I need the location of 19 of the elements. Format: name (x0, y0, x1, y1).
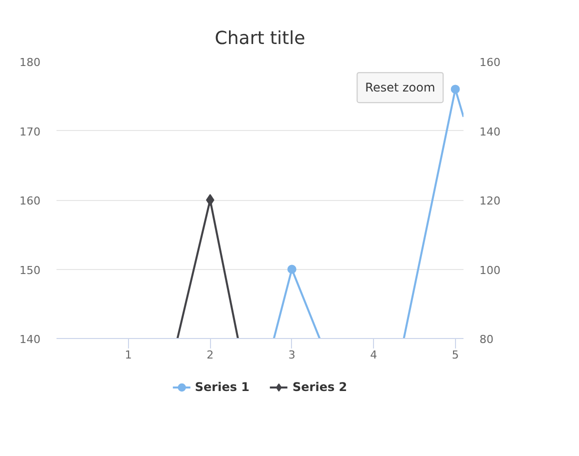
legend-label: Series 2 (292, 380, 348, 394)
x-tick-label: 3 (288, 348, 296, 362)
y2-tick-label: 160 (480, 56, 500, 69)
y2-tick-label: 80 (480, 333, 494, 346)
y2-tick-label: 100 (480, 264, 500, 277)
y2-tick-label: 140 (480, 125, 500, 138)
x-tick-label: 4 (370, 348, 378, 362)
annotation: Reset zoom (365, 80, 436, 95)
y-tick-label: 150 (20, 264, 41, 277)
y-tick-label: 180 (20, 56, 41, 69)
y2-tick-label: 120 (480, 194, 500, 208)
x-tick-label: 5 (452, 348, 459, 362)
x-tick-label: 1 (124, 348, 132, 362)
y-tick-label: 140 (20, 333, 41, 346)
legend-label: Series 1 (194, 380, 250, 394)
y-tick-label: 160 (20, 194, 41, 208)
y-tick-label: 170 (20, 125, 41, 138)
chart-title: Chart title (214, 28, 306, 49)
x-tick-label: 2 (206, 348, 214, 362)
